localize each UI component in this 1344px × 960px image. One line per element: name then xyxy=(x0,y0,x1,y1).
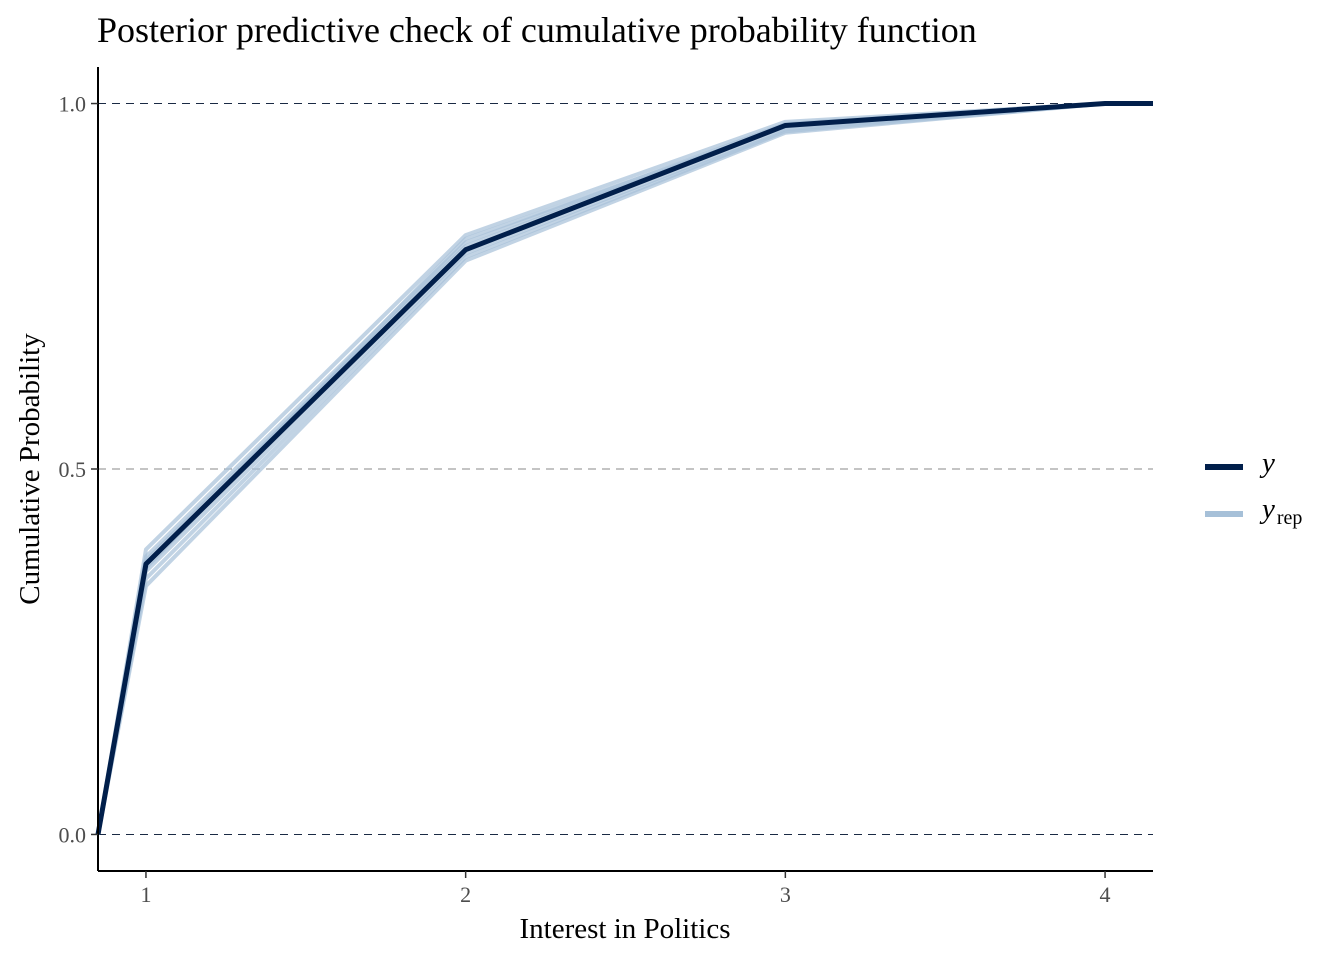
legend: y y rep xyxy=(1205,447,1302,529)
y-tick-label: 1.0 xyxy=(59,92,87,117)
grid-lines xyxy=(98,103,1153,835)
y-line xyxy=(95,101,1153,835)
x-axis-ticks: 1 2 3 4 xyxy=(140,871,1111,907)
x-axis-title: Interest in Politics xyxy=(519,913,730,945)
chart-title: Posterior predictive check of cumulative… xyxy=(97,10,977,50)
legend-label-y: y xyxy=(1259,447,1275,479)
legend-label-yrep-sub: rep xyxy=(1277,507,1303,529)
y-tick-label: 0.5 xyxy=(59,457,87,482)
y-axis-title: Cumulative Probability xyxy=(14,333,46,605)
y-tick-label: 0.0 xyxy=(59,822,87,847)
x-tick-label: 3 xyxy=(780,882,791,907)
x-tick-label: 4 xyxy=(1100,882,1111,907)
legend-label-yrep: y rep xyxy=(1259,493,1302,529)
legend-label-yrep-main: y xyxy=(1259,493,1275,525)
x-tick-label: 1 xyxy=(140,882,151,907)
x-tick-label: 2 xyxy=(460,882,471,907)
y-series xyxy=(95,101,1153,835)
y-axis-ticks: 0.0 0.5 1.0 xyxy=(59,92,98,847)
